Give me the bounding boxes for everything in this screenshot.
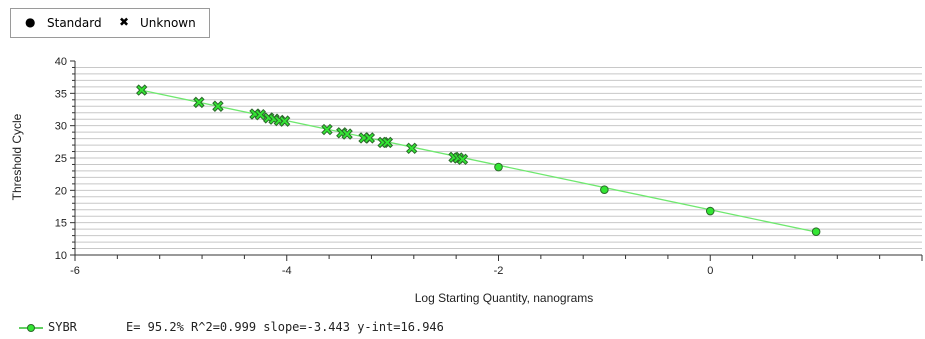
axes: 10 15 20 25 30 35 40 -6 -4 -2 0 (55, 56, 923, 277)
y-tick-label: 30 (55, 121, 67, 133)
y-tick-label: 15 (55, 218, 67, 230)
y-tick-label: 25 (55, 153, 67, 165)
unknown-point (363, 132, 376, 144)
standard-point (494, 162, 503, 172)
standard-point (705, 206, 715, 216)
unknown-point (135, 84, 148, 96)
gridlines (75, 66, 922, 250)
y-axis-label: Threshold Cycle (10, 113, 24, 200)
series-name: SYBR (48, 320, 77, 334)
unknown-legend-icon: ✖ (119, 15, 130, 29)
x-tick-label: -4 (282, 265, 292, 277)
chart-legend: ● Standard ✖ Unknown (10, 8, 210, 38)
standard-legend-icon: ● (25, 15, 36, 29)
unknown-point (405, 142, 418, 155)
sybr-series-icon (19, 324, 43, 332)
x-axis-label: Log Starting Quantity, nanograms (415, 291, 594, 305)
y-tick-label: 40 (55, 56, 67, 68)
fit-statistics-footer: SYBR E= 95.2% R^2=0.999 slope=-3.443 y-i… (18, 320, 618, 336)
x-tick-label: 0 (707, 265, 713, 277)
y-tick-label: 20 (55, 185, 67, 197)
x-mark-icon (321, 123, 333, 136)
x-mark-icon (341, 128, 353, 140)
x-mark-icon (456, 153, 469, 166)
legend-unknown-label: Unknown (140, 16, 196, 30)
unknown-point (212, 100, 224, 112)
x-mark-icon (363, 132, 376, 144)
x-mark-icon (135, 84, 148, 96)
y-tick-label: 10 (55, 250, 67, 262)
unknown-point (456, 153, 469, 166)
x-mark-icon (381, 136, 394, 149)
x-mark-icon (212, 100, 224, 112)
unknown-point (381, 136, 394, 149)
unknown-point (254, 108, 266, 121)
fit-line-layer (141, 89, 817, 233)
x-tick-label: -2 (494, 265, 504, 277)
x-mark-icon (193, 96, 205, 109)
x-mark-icon (405, 142, 418, 155)
fit-line (141, 89, 817, 233)
legend-standard-label: Standard (47, 16, 102, 30)
unknown-point (278, 115, 291, 127)
unknown-point (341, 128, 353, 140)
standard-point (600, 185, 609, 194)
y-tick-label: 35 (55, 88, 67, 100)
unknown-point (193, 96, 205, 109)
x-mark-icon (278, 115, 291, 127)
fit-stats-text: E= 95.2% R^2=0.999 slope=-3.443 y-int=16… (126, 320, 444, 334)
unknown-point (321, 123, 333, 136)
standard-point (811, 227, 821, 237)
data-points (135, 84, 821, 237)
x-mark-icon (254, 108, 266, 121)
x-tick-label: -6 (70, 265, 80, 277)
